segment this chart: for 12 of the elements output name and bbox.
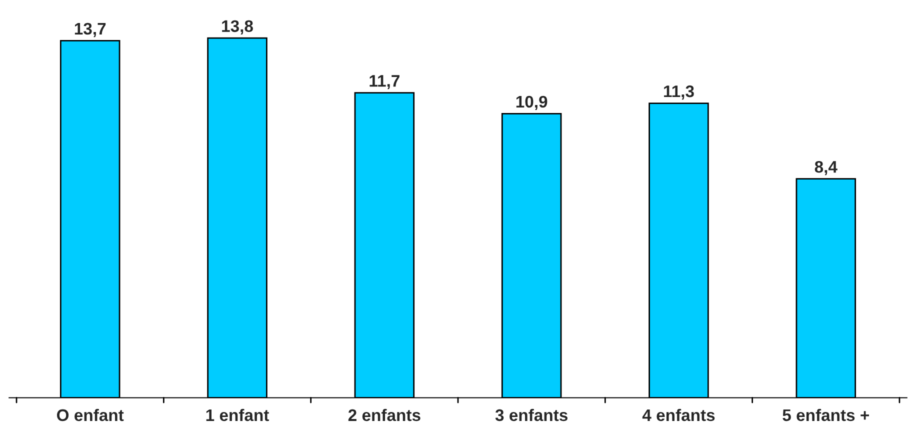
data-label: 13,8 <box>222 20 253 34</box>
data-label: 11,7 <box>370 75 400 90</box>
x-tick-label: 3 enfants <box>495 408 568 422</box>
data-label: 10,9 <box>516 96 548 110</box>
x-tick-label: 2 enfants <box>348 408 420 422</box>
x-tick-label: 1 enfant <box>206 408 270 422</box>
data-label: 11,3 <box>664 85 694 100</box>
data-label: 8,4 <box>814 160 838 176</box>
x-tick-label: O enfant <box>56 408 124 422</box>
x-tick-label: 4 enfants <box>642 408 715 422</box>
x-tick-label: 5 enfants + <box>782 408 869 422</box>
data-label: 13,7 <box>74 22 106 38</box>
